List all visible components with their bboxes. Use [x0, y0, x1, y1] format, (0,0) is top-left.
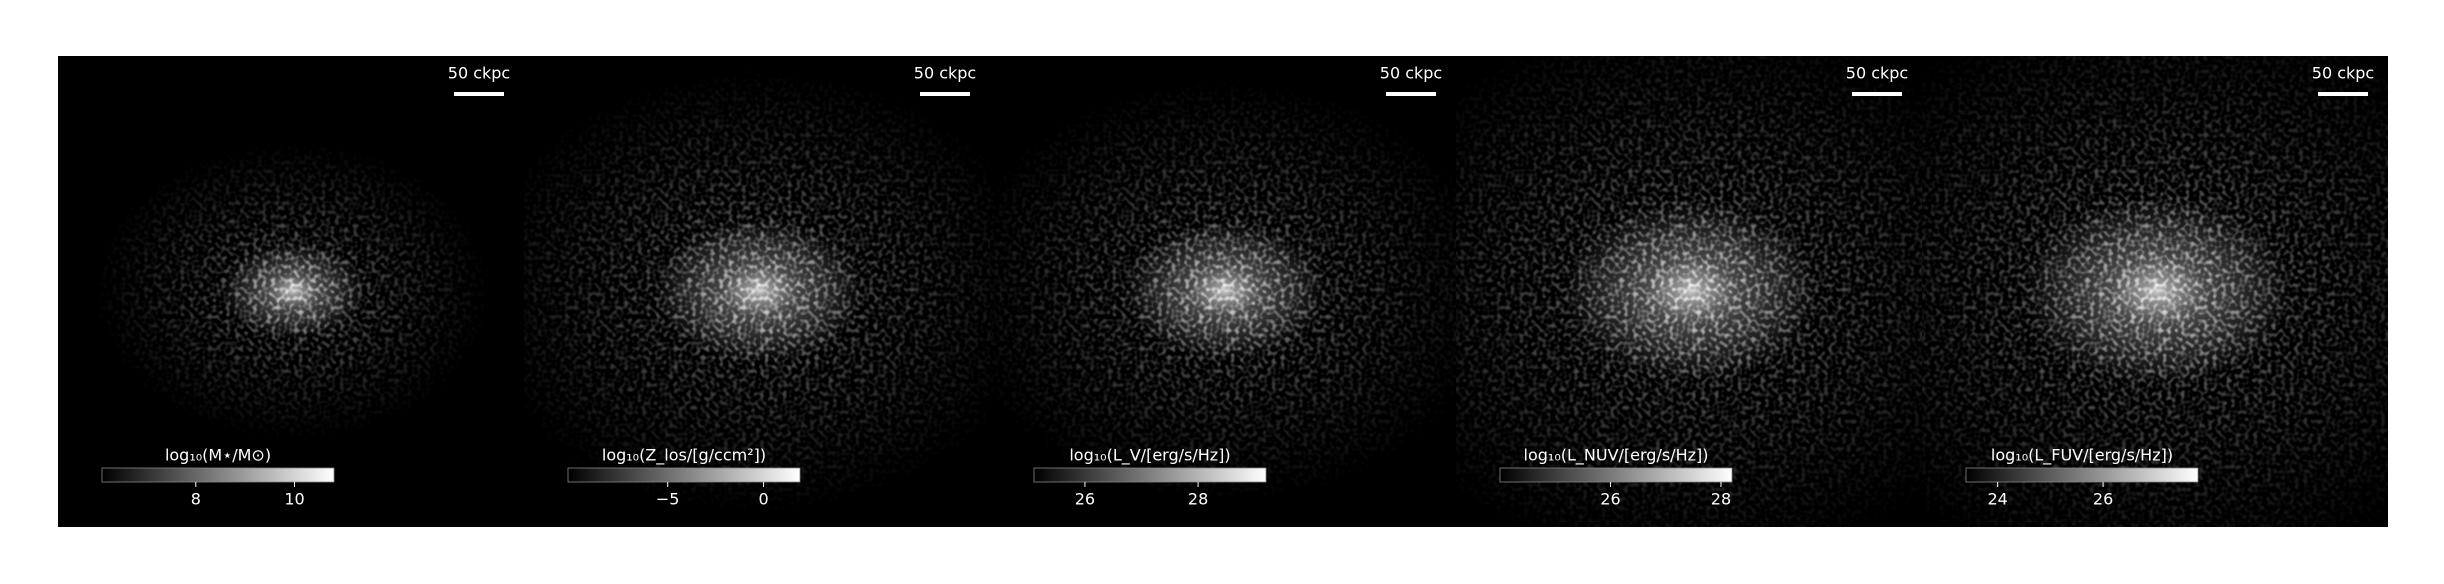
colorbar-label: log₁₀(Z_los/[g/ccm²])	[602, 446, 766, 466]
galaxy-core	[2022, 196, 2292, 386]
colorbar-tick-label: 28	[1711, 490, 1731, 509]
scale-label: 50 ckpc	[1380, 64, 1442, 83]
colorbar-tick-label: −5	[656, 490, 680, 509]
colorbar	[1965, 467, 2199, 483]
colorbar-label: log₁₀(L_FUV/[erg/s/Hz])	[1991, 446, 2173, 466]
scale-label: 50 ckpc	[2312, 64, 2374, 83]
panel: 50 ckpc log₁₀(L_V/[erg/s/Hz]) 26 28	[945, 56, 1505, 527]
colorbar-tick-label: 10	[284, 490, 304, 509]
colorbar-label: log₁₀(M⋆/M⊙)	[165, 446, 271, 465]
colorbar-label: log₁₀(L_NUV/[erg/s/Hz])	[1524, 446, 1709, 466]
colorbar	[101, 467, 335, 483]
galaxy-core	[221, 242, 365, 340]
colorbar	[1499, 467, 1733, 483]
scale-label: 50 ckpc	[914, 64, 976, 83]
scale-label: 50 ckpc	[448, 64, 510, 83]
colorbar-tick-label: 26	[1600, 490, 1620, 509]
colorbar-tick-label: 26	[1075, 490, 1095, 509]
colorbar-tick-label: 28	[1188, 490, 1208, 509]
colorbar-tick-label: 0	[758, 490, 768, 509]
colorbar-tick-label: 8	[191, 490, 201, 509]
panel: 50 ckpc log₁₀(L_FUV/[erg/s/Hz]) 24 26	[1779, 0, 2444, 584]
galaxy-core	[1125, 222, 1325, 360]
galaxy-core	[654, 218, 864, 364]
colorbar	[1033, 467, 1267, 483]
colorbar-tick-label: 24	[1987, 490, 2007, 509]
scale-label: 50 ckpc	[1846, 64, 1908, 83]
colorbar-label: log₁₀(L_V/[erg/s/Hz])	[1069, 446, 1230, 466]
panel: 50 ckpc log₁₀(Z_los/[g/ccm²]) −5 0	[466, 56, 1052, 527]
colorbar-tick-label: 26	[2093, 490, 2113, 509]
panel: 50 ckpc log₁₀(M⋆/M⊙) 8 10	[58, 56, 524, 527]
colorbar	[567, 467, 801, 483]
galaxy-core	[1563, 201, 1819, 381]
